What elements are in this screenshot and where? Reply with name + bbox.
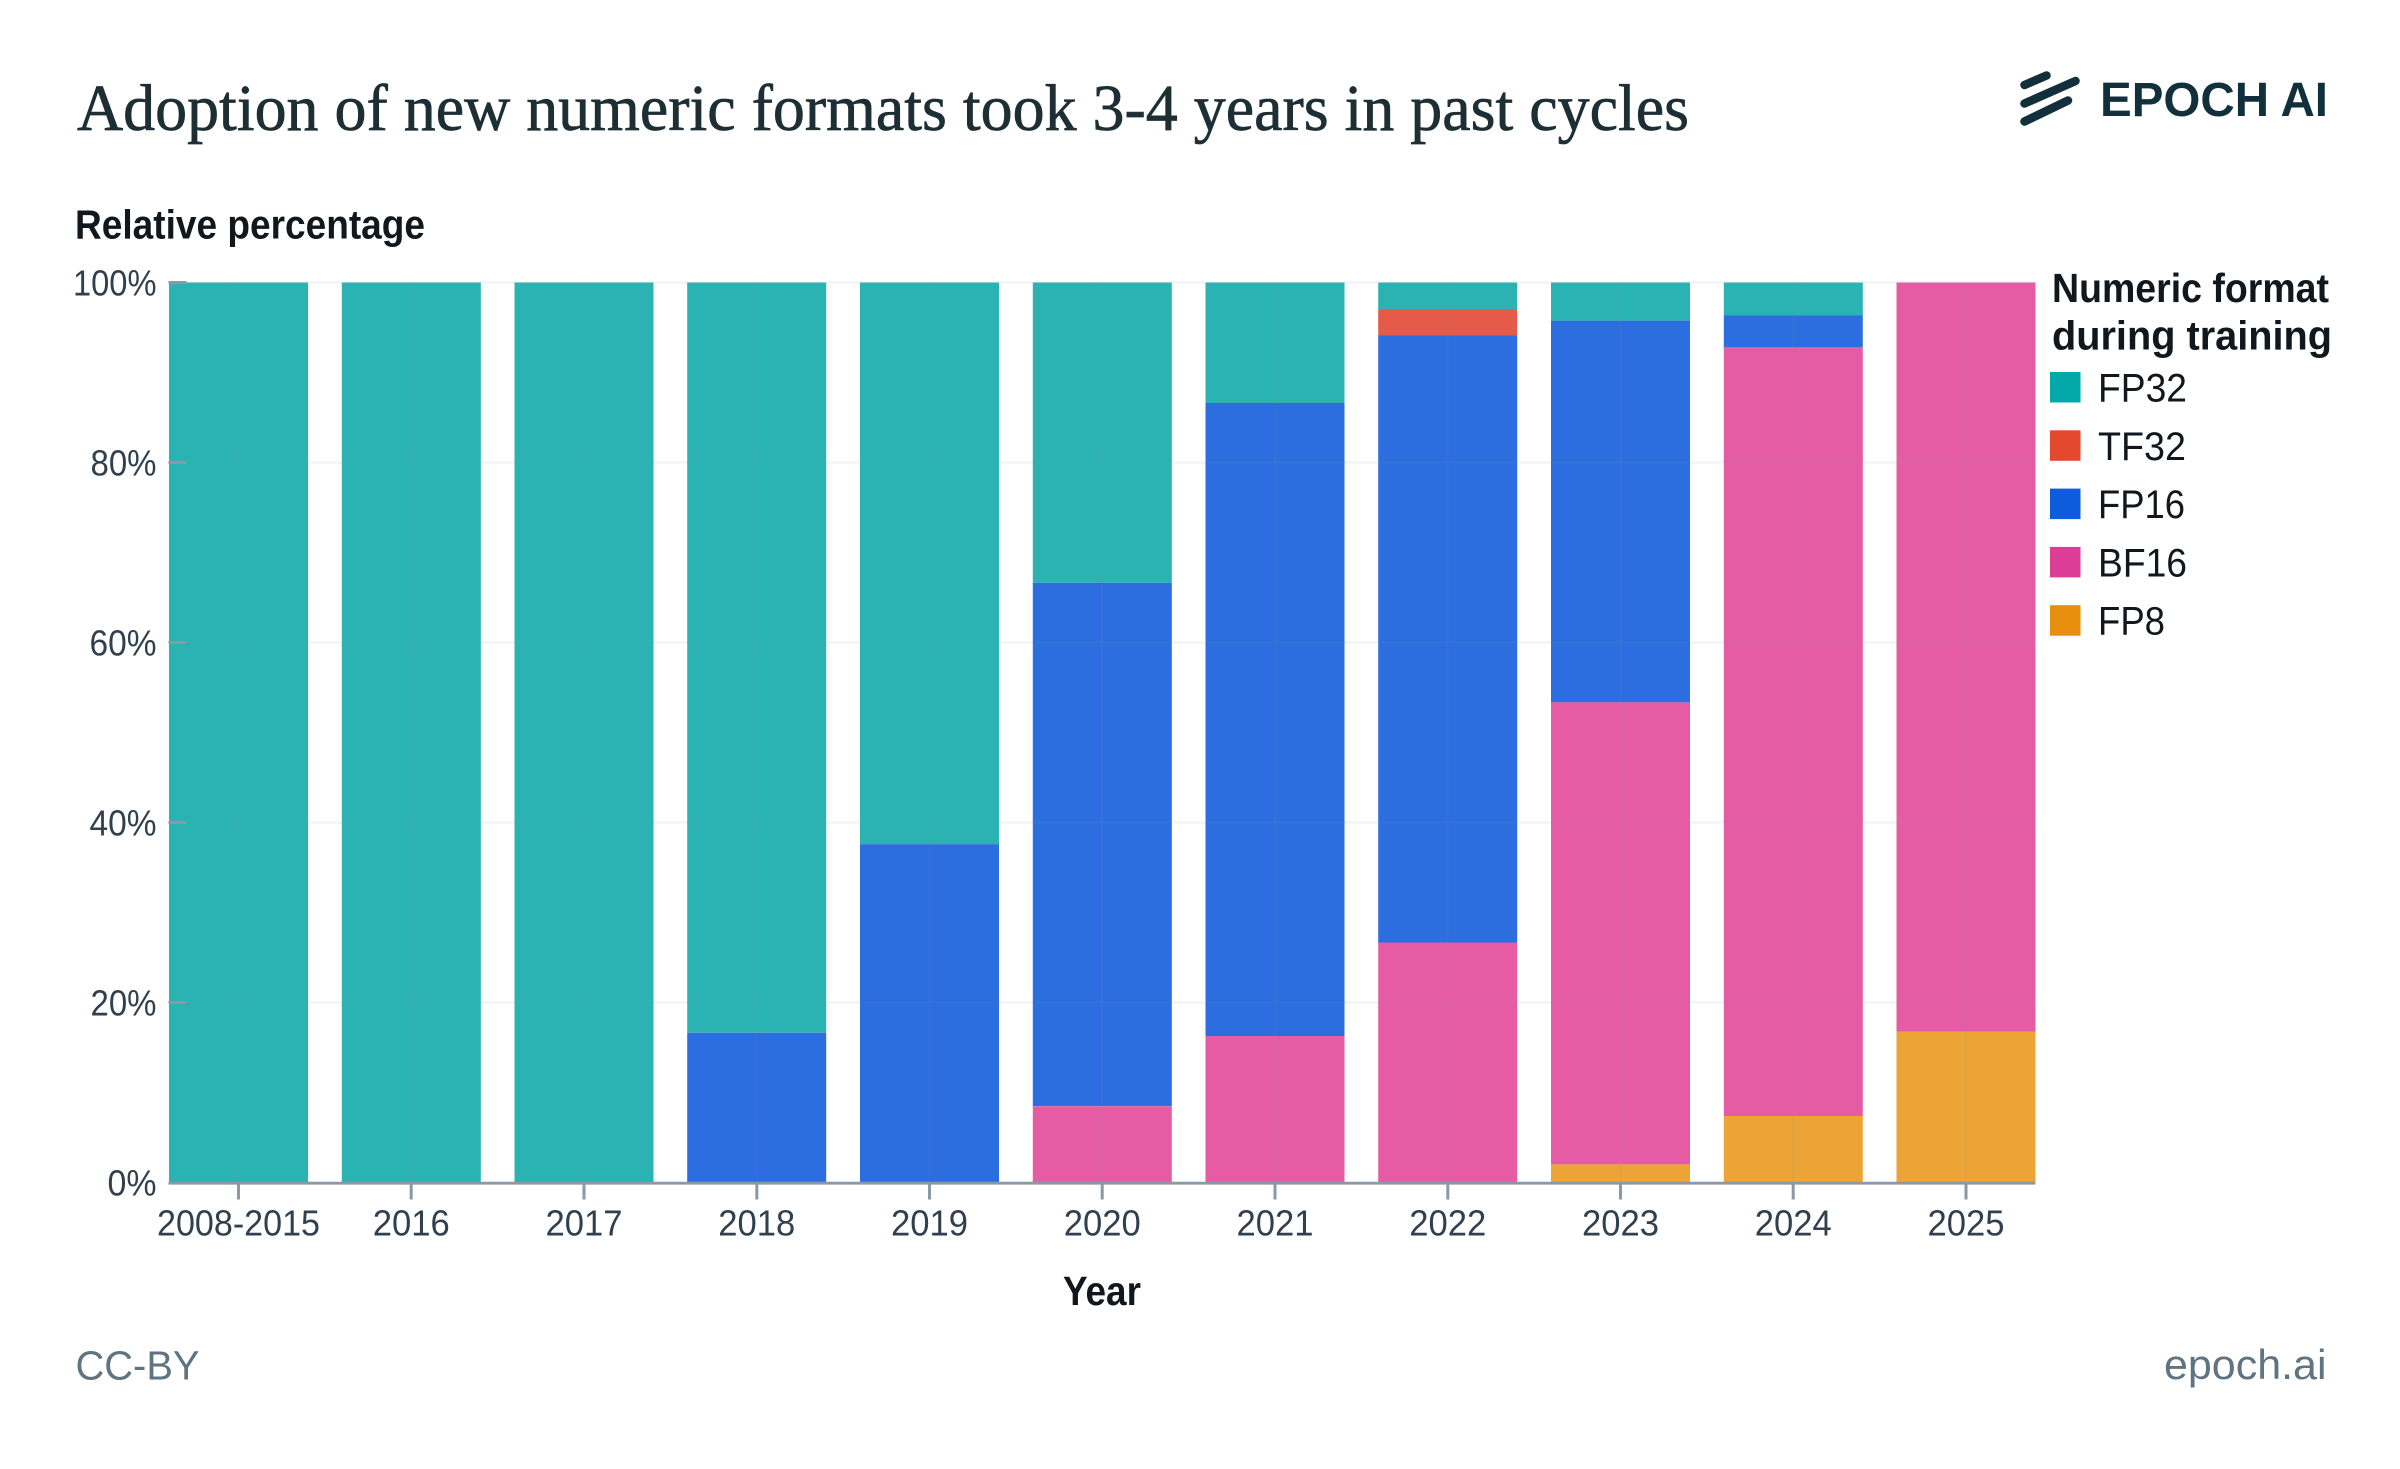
svg-text:80%: 80% — [91, 443, 157, 484]
svg-text:2021: 2021 — [1237, 1203, 1314, 1244]
svg-text:epoch.ai: epoch.ai — [2164, 1341, 2327, 1388]
svg-text:2024: 2024 — [1755, 1203, 1832, 1244]
svg-text:2017: 2017 — [546, 1203, 623, 1244]
svg-text:0%: 0% — [108, 1163, 157, 1204]
svg-text:40%: 40% — [90, 803, 157, 844]
svg-text:2018: 2018 — [718, 1203, 795, 1244]
svg-text:100%: 100% — [73, 263, 157, 304]
svg-text:2019: 2019 — [891, 1203, 968, 1244]
svg-text:EPOCH AI: EPOCH AI — [2100, 74, 2328, 127]
svg-text:2023: 2023 — [1582, 1203, 1659, 1244]
svg-text:Numeric format: Numeric format — [2052, 265, 2329, 311]
svg-text:2020: 2020 — [1064, 1203, 1141, 1244]
svg-text:2025: 2025 — [1928, 1203, 2005, 1244]
svg-text:Year: Year — [1063, 1268, 1141, 1314]
svg-text:2016: 2016 — [373, 1203, 450, 1244]
svg-text:Relative percentage: Relative percentage — [75, 202, 425, 248]
svg-text:20%: 20% — [91, 983, 157, 1024]
svg-text:during training: during training — [2052, 313, 2332, 359]
svg-text:60%: 60% — [90, 623, 157, 664]
svg-text:2022: 2022 — [1409, 1203, 1486, 1244]
svg-text:FP32: FP32 — [2098, 367, 2187, 411]
svg-text:BF16: BF16 — [2098, 541, 2187, 585]
svg-text:FP8: FP8 — [2098, 600, 2165, 644]
svg-text:Adoption of new numeric format: Adoption of new numeric formats took 3-4… — [77, 72, 1689, 145]
svg-text:TF32: TF32 — [2098, 425, 2186, 469]
svg-text:CC-BY: CC-BY — [76, 1343, 200, 1389]
svg-text:2008-2015: 2008-2015 — [157, 1203, 320, 1244]
svg-text:FP16: FP16 — [2098, 483, 2185, 527]
